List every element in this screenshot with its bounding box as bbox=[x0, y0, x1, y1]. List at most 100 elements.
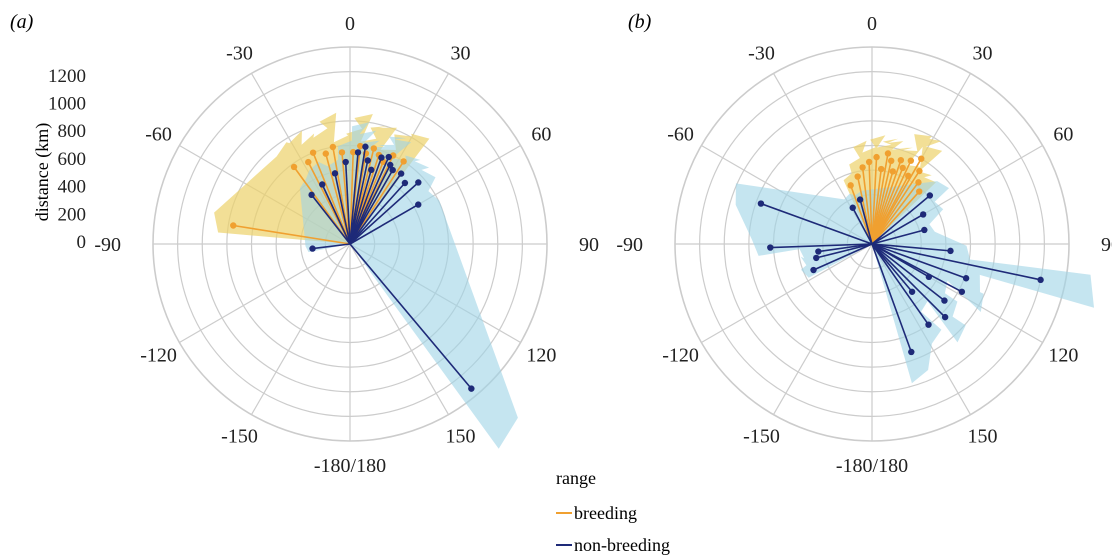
non-breeding-point bbox=[354, 149, 362, 156]
legend: range breeding non-breeding bbox=[556, 468, 670, 555]
non-breeding-vector bbox=[310, 194, 351, 245]
non-breeding-point bbox=[947, 247, 954, 255]
non-breeding-point bbox=[389, 166, 396, 174]
angle-tick-label: -120 bbox=[140, 345, 177, 367]
grid-spoke bbox=[250, 243, 351, 415]
breeding-point bbox=[329, 143, 337, 151]
non-breeding-vector bbox=[871, 243, 945, 302]
non-breeding-vector bbox=[871, 243, 930, 326]
non-breeding-vector bbox=[349, 173, 402, 245]
non-breeding-vector bbox=[349, 243, 472, 390]
non-breeding-point bbox=[767, 244, 774, 251]
non-breeding-vector bbox=[321, 184, 351, 245]
non-breeding-vector bbox=[871, 229, 925, 245]
breeding-vector bbox=[871, 157, 878, 245]
non-breeding-vector bbox=[871, 243, 951, 252]
non-breeding-point bbox=[919, 211, 927, 218]
polar-panel-b: 0 30 60 90 120 150 -180/180 -150 -120 -90 -60 -30 bbox=[616, 13, 1112, 477]
breeding-point bbox=[350, 148, 357, 156]
angle-tick-label: -120 bbox=[662, 345, 699, 367]
breeding-point bbox=[899, 164, 906, 172]
non-breeding-vector bbox=[871, 243, 1041, 281]
non-breeding-point bbox=[468, 385, 475, 392]
grid-spoke bbox=[772, 243, 873, 415]
non-breeding-vector bbox=[859, 199, 873, 245]
angle-tick-label: 60 bbox=[1053, 124, 1073, 146]
angle-tick-label: 30 bbox=[973, 43, 993, 65]
angle-tick-label: -180/180 bbox=[836, 455, 908, 477]
breeding-vector bbox=[871, 158, 922, 245]
angle-tick-label: 0 bbox=[867, 13, 877, 35]
angle-tick-label: -150 bbox=[221, 425, 258, 447]
non-breeding-vector bbox=[349, 160, 369, 245]
breeding-point bbox=[865, 158, 873, 166]
breeding-vector bbox=[325, 153, 351, 245]
breeding-point bbox=[338, 149, 346, 156]
non-breeding-vector bbox=[770, 243, 873, 249]
non-breeding-point bbox=[908, 348, 915, 356]
non-breeding-point bbox=[401, 179, 409, 187]
angle-tick-label: -30 bbox=[226, 43, 253, 65]
non-breeding-vector bbox=[349, 181, 419, 245]
breeding-point bbox=[916, 167, 923, 175]
non-breeding-vector bbox=[852, 207, 873, 245]
radial-tick-label: 0 bbox=[77, 232, 87, 253]
angle-tick-label: 150 bbox=[446, 425, 476, 447]
angle-tick-label: 0 bbox=[345, 13, 355, 35]
breeding-vector bbox=[871, 170, 921, 245]
non-breeding-point bbox=[921, 226, 928, 234]
non-breeding-point bbox=[810, 266, 817, 274]
breeding-point bbox=[230, 222, 237, 229]
radial-tick-label: 400 bbox=[58, 177, 87, 198]
breeding-point bbox=[309, 149, 317, 156]
breeding-vector bbox=[849, 185, 873, 245]
angle-tick-label: -60 bbox=[145, 124, 172, 146]
breeding-point bbox=[897, 156, 905, 164]
non-breeding-vector bbox=[349, 203, 419, 245]
angle-tick-label: 60 bbox=[531, 124, 551, 146]
non-breeding-vector bbox=[871, 243, 946, 318]
non-breeding-point bbox=[815, 248, 822, 255]
non-breeding-vector bbox=[760, 202, 873, 245]
breeding-point bbox=[305, 158, 312, 166]
angle-tick-label: -150 bbox=[743, 425, 780, 447]
non-breeding-vector bbox=[871, 194, 931, 245]
breeding-point bbox=[859, 164, 866, 171]
non-breeding-point bbox=[958, 288, 966, 295]
angle-tick-label: 120 bbox=[526, 345, 556, 367]
grid-spoke bbox=[179, 243, 351, 344]
breeding-point bbox=[907, 157, 915, 164]
breeding-vector bbox=[349, 152, 355, 245]
non-breeding-point bbox=[309, 245, 316, 252]
non-breeding-vector bbox=[871, 213, 924, 245]
breeding-point bbox=[290, 163, 298, 171]
non-breeding-vector bbox=[349, 182, 406, 245]
radial-tick-label: 800 bbox=[58, 121, 87, 142]
radial-tick-label: 1000 bbox=[48, 94, 86, 115]
y-axis-label: distance (km) bbox=[32, 123, 53, 221]
non-breeding-point bbox=[925, 321, 932, 328]
breeding-point bbox=[847, 182, 854, 189]
legend-title: range bbox=[556, 468, 596, 488]
panel-label-b: (b) bbox=[628, 11, 652, 33]
angle-tick-label: -90 bbox=[616, 234, 643, 256]
breeding-point bbox=[357, 142, 364, 150]
legend-label-breeding: breeding bbox=[574, 503, 637, 523]
breeding-point bbox=[884, 150, 892, 157]
non-breeding-point bbox=[362, 143, 369, 150]
non-breeding-vector bbox=[871, 243, 913, 293]
non-breeding-point bbox=[856, 196, 864, 203]
non-breeding-vector bbox=[813, 243, 873, 271]
non-breeding-point bbox=[364, 157, 371, 164]
non-breeding-point bbox=[319, 181, 326, 188]
non-breeding-point bbox=[331, 170, 339, 177]
non-breeding-vector bbox=[334, 173, 351, 245]
legend-label-non-breeding: non-breeding bbox=[574, 535, 670, 555]
non-breeding-point bbox=[941, 313, 949, 321]
breeding-point bbox=[889, 168, 897, 175]
non-breeding-point bbox=[415, 179, 422, 186]
radial-tick-label: 200 bbox=[58, 204, 87, 225]
non-breeding-point bbox=[908, 288, 916, 295]
breeding-vector bbox=[233, 224, 351, 245]
